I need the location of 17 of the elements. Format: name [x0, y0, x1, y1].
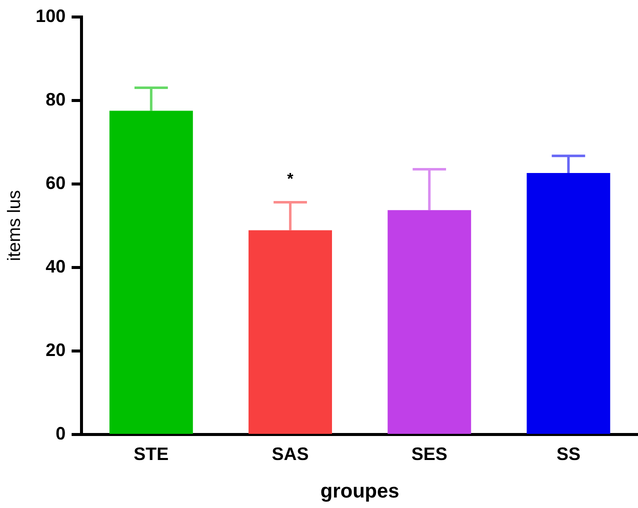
bar: [526, 172, 610, 434]
x-axis-title: groupes: [320, 480, 400, 503]
x-tick-label: SES: [411, 444, 448, 464]
x-tick-label: STE: [134, 444, 169, 464]
y-tick-label: 60: [46, 172, 66, 193]
y-tick-label: 40: [46, 256, 66, 276]
y-tick-label: 0: [56, 423, 66, 444]
y-tick-label: 20: [46, 340, 66, 360]
bar: [388, 210, 472, 434]
bar: [109, 110, 193, 434]
y-axis-title: items lus: [4, 190, 24, 262]
bar: [248, 230, 332, 434]
y-tick-label: 100: [36, 6, 66, 26]
y-tick-label: 80: [46, 89, 66, 110]
annotation: *: [287, 171, 294, 188]
x-tick-label: SAS: [272, 444, 309, 464]
x-tick-label: SS: [556, 444, 580, 464]
